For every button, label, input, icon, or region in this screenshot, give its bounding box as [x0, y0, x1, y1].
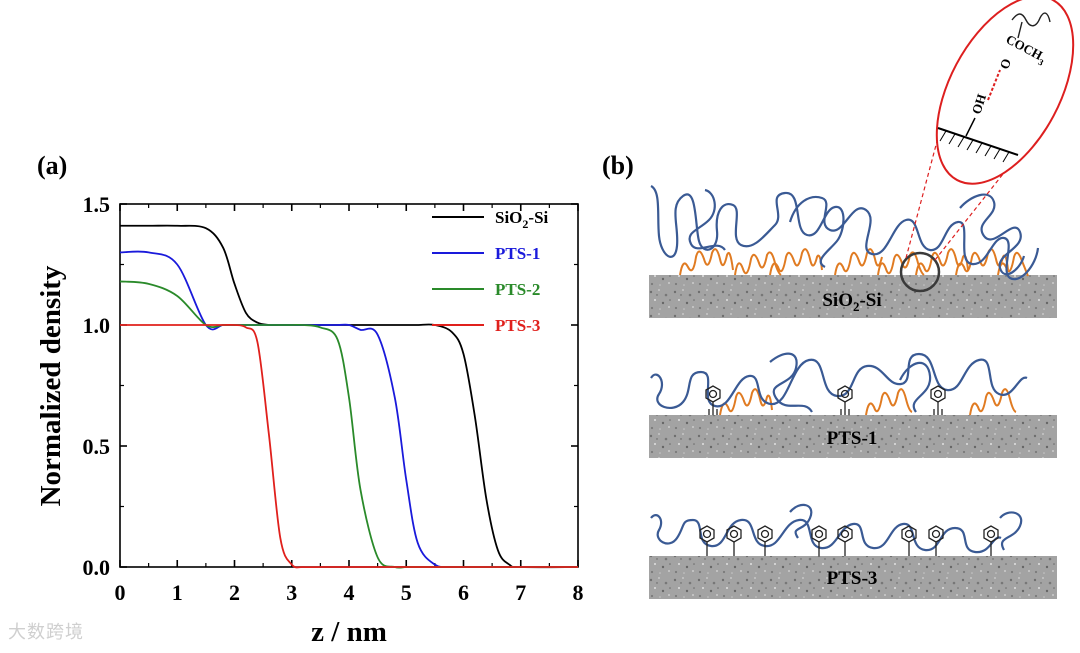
hydrogen-bond — [987, 69, 1001, 101]
polymer-backbone — [1011, 12, 1051, 27]
zoom-inset: OH O COCH3 — [935, 0, 1075, 185]
x-tick-label: 1 — [172, 580, 183, 605]
x-tick-label: 0 — [115, 580, 126, 605]
chart-legend: SiO2-Si PTS-1 PTS-2 PTS-3 — [432, 208, 549, 335]
y-tick-label: 0.0 — [83, 555, 111, 580]
x-axis-title: z / nm — [311, 616, 387, 648]
hydroxyl-bond — [965, 117, 976, 137]
surface-line — [937, 127, 1019, 156]
substrate-label-pts3: PTS-3 — [827, 568, 878, 589]
polymer-chains-pts1 — [650, 352, 1028, 413]
y-tick-label: 1.0 — [83, 313, 111, 338]
x-tick-label: 4 — [344, 580, 355, 605]
phenyl-groups-pts3 — [699, 525, 999, 556]
hydroxyl-label: OH — [969, 92, 990, 116]
substrate-pts3 — [649, 556, 1057, 599]
carbonyl-label: O — [997, 57, 1014, 71]
surface-hatch — [939, 130, 1010, 163]
sam-chains-pts1 — [719, 388, 1017, 416]
x-tick-label: 6 — [458, 580, 469, 605]
legend-label-3: PTS-3 — [495, 316, 540, 335]
zoom-origin-circle — [899, 251, 941, 293]
y-tick-label: 1.5 — [83, 192, 111, 217]
substrate-sio2 — [649, 275, 1057, 318]
series-lines — [119, 224, 579, 569]
substrate-pts1 — [649, 415, 1057, 458]
x-tick-label: 8 — [573, 580, 584, 605]
zoom-line-left — [905, 129, 941, 259]
acetyl-bond — [1017, 21, 1023, 39]
phenyl-groups-pts1 — [705, 385, 946, 415]
y-axis-title: Normalized density — [35, 265, 67, 506]
watermark: 大数跨境 — [8, 622, 84, 643]
y-tick-label: 0.5 — [83, 434, 111, 459]
panel-a-label: (a) — [37, 151, 67, 180]
sam-chains-sio2 — [679, 248, 1029, 277]
y-tick-labels: 0.0 0.5 1.0 1.5 — [83, 192, 111, 580]
density-chart: 0 1 2 3 4 5 6 7 8 0.0 0.5 1.0 1.5 z / nm Normalized… — [35, 192, 584, 648]
polymer-chains-sio2 — [650, 185, 1040, 281]
x-tick-labels: 0 1 2 3 4 5 6 7 8 — [115, 580, 584, 605]
x-tick-label: 7 — [515, 580, 526, 605]
zoom-line-right — [934, 154, 1019, 261]
legend-label-0: SiO2-Si — [495, 208, 549, 231]
substrate-label-sio2: SiO2-Si — [822, 290, 881, 314]
x-tick-label: 5 — [401, 580, 412, 605]
legend-label-2: PTS-2 — [495, 280, 540, 299]
substrate-label-pts1: PTS-1 — [827, 428, 878, 449]
x-tick-label: 2 — [229, 580, 240, 605]
zoom-ellipse — [935, 0, 1075, 185]
x-tick-label: 3 — [286, 580, 297, 605]
panel-b-label: (b) — [602, 151, 634, 180]
legend-label-1: PTS-1 — [495, 244, 540, 263]
series-line-3 — [119, 323, 578, 569]
schematic: SiO2-Si PTS-1 PTS-3 — [649, 0, 1075, 599]
